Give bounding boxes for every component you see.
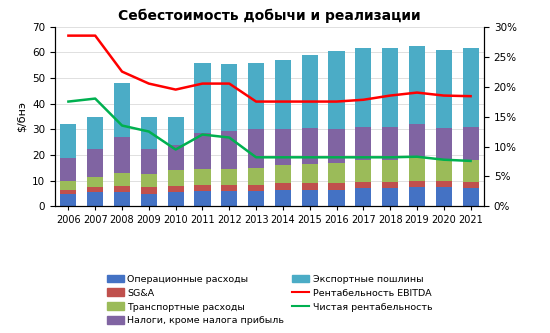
Bar bbox=[301, 164, 318, 183]
Bar bbox=[221, 191, 238, 206]
Bar bbox=[328, 51, 344, 130]
Bar bbox=[409, 124, 425, 158]
Bar bbox=[60, 124, 76, 158]
Bar bbox=[60, 158, 76, 181]
Legend: Операционные расходы, SG&A, Транспортные расходы, Налоги, кроме налога прибыль, : Операционные расходы, SG&A, Транспортные… bbox=[104, 272, 435, 328]
Bar bbox=[87, 177, 103, 187]
Bar bbox=[328, 183, 344, 190]
Bar bbox=[328, 130, 344, 163]
Bar bbox=[195, 133, 211, 169]
Bar bbox=[87, 192, 103, 206]
Bar bbox=[382, 49, 398, 127]
Y-axis label: $/бнэ: $/бнэ bbox=[16, 101, 26, 132]
Bar bbox=[114, 186, 130, 192]
Bar bbox=[436, 50, 452, 128]
Bar bbox=[382, 182, 398, 188]
Bar bbox=[436, 128, 452, 159]
Bar bbox=[141, 187, 157, 193]
Bar bbox=[355, 49, 371, 127]
Bar bbox=[275, 130, 291, 166]
Bar bbox=[141, 117, 157, 149]
Bar bbox=[141, 174, 157, 187]
Bar bbox=[301, 55, 318, 128]
Bar bbox=[195, 184, 211, 191]
Bar bbox=[382, 127, 398, 160]
Bar bbox=[301, 128, 318, 164]
Bar bbox=[195, 191, 211, 206]
Bar bbox=[141, 149, 157, 174]
Bar bbox=[409, 46, 425, 124]
Bar bbox=[463, 182, 478, 188]
Bar bbox=[382, 188, 398, 206]
Bar bbox=[114, 192, 130, 206]
Bar bbox=[87, 149, 103, 177]
Bar bbox=[87, 187, 103, 192]
Bar bbox=[87, 117, 103, 149]
Bar bbox=[382, 160, 398, 182]
Bar bbox=[168, 186, 184, 192]
Bar bbox=[275, 190, 291, 206]
Bar bbox=[436, 181, 452, 187]
Bar bbox=[409, 181, 425, 187]
Bar bbox=[301, 183, 318, 190]
Bar bbox=[221, 131, 238, 169]
Bar bbox=[60, 190, 76, 193]
Bar bbox=[355, 188, 371, 206]
Bar bbox=[355, 160, 371, 182]
Bar bbox=[248, 184, 264, 191]
Bar bbox=[195, 63, 211, 133]
Bar bbox=[221, 64, 238, 131]
Bar bbox=[114, 83, 130, 137]
Bar bbox=[328, 163, 344, 183]
Bar bbox=[463, 160, 478, 182]
Bar bbox=[60, 181, 76, 190]
Bar bbox=[221, 184, 238, 191]
Bar bbox=[168, 117, 184, 145]
Bar bbox=[275, 60, 291, 130]
Bar bbox=[463, 127, 478, 160]
Bar bbox=[60, 193, 76, 206]
Bar bbox=[409, 187, 425, 206]
Bar bbox=[114, 137, 130, 173]
Bar bbox=[463, 49, 478, 127]
Bar bbox=[275, 183, 291, 190]
Bar bbox=[248, 130, 264, 168]
Bar bbox=[114, 173, 130, 186]
Bar bbox=[275, 166, 291, 183]
Bar bbox=[248, 63, 264, 130]
Bar bbox=[409, 158, 425, 181]
Bar bbox=[248, 191, 264, 206]
Bar bbox=[355, 182, 371, 188]
Title: Себестоимость добычи и реализации: Себестоимость добычи и реализации bbox=[118, 8, 421, 23]
Bar bbox=[436, 187, 452, 206]
Bar bbox=[463, 188, 478, 206]
Bar bbox=[168, 145, 184, 170]
Bar bbox=[436, 159, 452, 181]
Bar bbox=[168, 192, 184, 206]
Bar bbox=[195, 169, 211, 184]
Bar bbox=[221, 169, 238, 184]
Bar bbox=[328, 190, 344, 206]
Bar bbox=[355, 127, 371, 160]
Bar bbox=[248, 168, 264, 184]
Bar bbox=[301, 190, 318, 206]
Bar bbox=[168, 170, 184, 186]
Bar bbox=[141, 193, 157, 206]
